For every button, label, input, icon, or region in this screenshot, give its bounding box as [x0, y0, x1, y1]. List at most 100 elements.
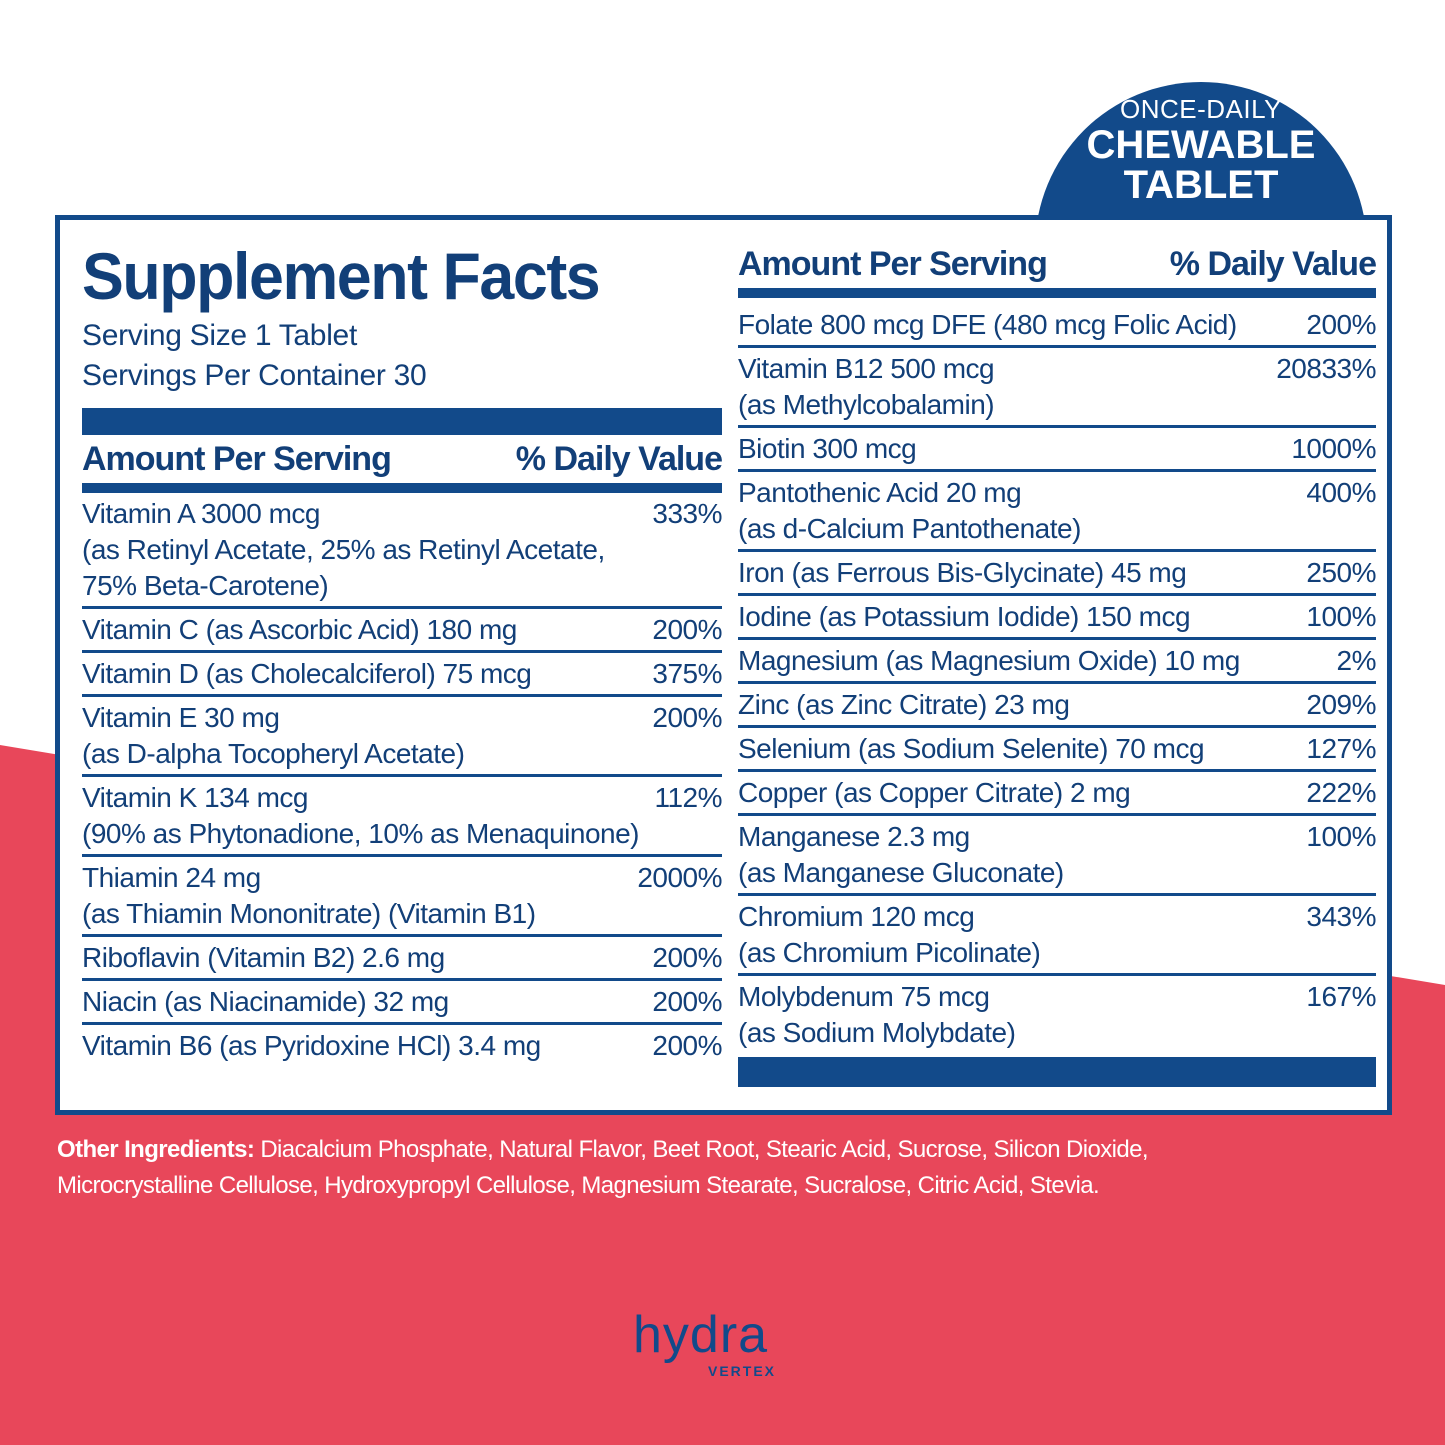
nutrient-row: Vitamin E 30 mg (as D-alpha Tocopheryl Ac…: [82, 697, 722, 777]
daily-value: 2000%: [637, 862, 722, 893]
daily-value: 200%: [652, 614, 722, 645]
nutrient-text: Niacin (as Niacinamide) 32 mg: [82, 984, 449, 1020]
nutrient-line: Vitamin B6 (as Pyridoxine HCl) 3.4 mg: [82, 1030, 541, 1061]
daily-value: 100%: [1306, 821, 1376, 852]
nutrient-line: Iodine (as Potassium Iodide) 150 mcg: [738, 601, 1191, 632]
nutrient-row: Copper (as Copper Citrate) 2 mg 222%: [738, 772, 1376, 816]
nutrient-text: Vitamin A 3000 mcg (as Retinyl Acetate, 2…: [82, 496, 605, 604]
daily-value: 209%: [1306, 689, 1376, 720]
nutrient-text: Molybdenum 75 mcg (as Sodium Molybdate): [738, 979, 1016, 1051]
nutrient-line: Chromium 120 mcg: [738, 901, 975, 932]
daily-value: 200%: [1306, 309, 1376, 340]
nutrient-line: Molybdenum 75 mcg: [738, 981, 990, 1012]
header-amount: Amount Per Serving: [82, 440, 392, 478]
daily-value: 200%: [652, 702, 722, 733]
brand: hydra VERTEX: [633, 1305, 774, 1379]
nutrient-line: (as D-alpha Tocopheryl Acetate): [82, 738, 465, 769]
daily-value: 167%: [1306, 981, 1376, 1012]
nutrient-row: Thiamin 24 mg (as Thiamin Mononitrate) (V…: [82, 857, 722, 937]
nutrient-row: Selenium (as Sodium Selenite) 70 mcg 127%: [738, 728, 1376, 772]
header: Amount Per Serving % Daily Value: [738, 240, 1377, 288]
nutrient-line: Magnesium (as Magnesium Oxide) 10 mg: [738, 645, 1240, 676]
daily-value: 200%: [652, 1030, 722, 1061]
rows: Vitamin A 3000 mcg (as Retinyl Acetate, 2…: [82, 493, 722, 1066]
badge-line: TABLET: [1123, 163, 1279, 207]
nutrient-row: Vitamin K 134 mcg (90% as Phytonadione, 1…: [82, 777, 722, 857]
nutrient-line: Riboflavin (Vitamin B2) 2.6 mg: [82, 942, 445, 973]
daily-value: 250%: [1306, 557, 1376, 588]
daily-value: 333%: [652, 498, 722, 529]
nutrient-line: (90% as Phytonadione, 10% as Menaquinone…: [82, 818, 640, 849]
left-column: Supplement Facts Serving Size 1 Tablet S…: [82, 220, 723, 1066]
nutrient-text: Manganese 2.3 mg (as Manganese Gluconate): [738, 819, 1064, 891]
nutrient-row: Pantothenic Acid 20 mg (as d-Calcium Pant…: [738, 472, 1376, 552]
nutrient-text: Vitamin D (as Cholecalciferol) 75 mcg: [82, 656, 532, 692]
nutrient-text: Biotin 300 mcg: [738, 431, 917, 467]
nutrient-text: Vitamin E 30 mg (as D-alpha Tocopheryl Ac…: [82, 700, 465, 772]
nutrient-line: (as Chromium Picolinate): [738, 937, 1041, 968]
nutrient-text: Riboflavin (Vitamin B2) 2.6 mg: [82, 940, 445, 976]
nutrient-text: Zinc (as Zinc Citrate) 23 mg: [738, 687, 1070, 723]
nutrient-line: Biotin 300 mcg: [738, 433, 917, 464]
rows: Folate 800 mcg DFE (480 mcg Folic Acid) 2…: [738, 304, 1377, 1053]
other-ingredients: Other Ingredients: Diacalcium Phosphate,…: [57, 1132, 1197, 1204]
header-amount: Amount Per Serving: [738, 245, 1048, 283]
title: Supplement Facts: [82, 239, 601, 313]
nutrient-text: Vitamin C (as Ascorbic Acid) 180 mg: [82, 612, 517, 648]
nutrient-line: (as Sodium Molybdate): [738, 1017, 1016, 1048]
daily-value: 375%: [652, 658, 722, 689]
daily-value: 200%: [652, 942, 722, 973]
nutrient-row: Molybdenum 75 mcg (as Sodium Molybdate) 16…: [738, 976, 1376, 1053]
nutrient-text: Chromium 120 mcg (as Chromium Picolinate): [738, 899, 1041, 971]
serving-size: Serving Size 1 Tablet: [82, 319, 357, 352]
daily-value: 222%: [1306, 777, 1376, 808]
nutrient-line: Zinc (as Zinc Citrate) 23 mg: [738, 689, 1070, 720]
nutrient-text: Vitamin B6 (as Pyridoxine HCl) 3.4 mg: [82, 1028, 541, 1064]
nutrient-row: Biotin 300 mcg 1000%: [738, 428, 1376, 472]
nutrient-text: Iodine (as Potassium Iodide) 150 mcg: [738, 599, 1191, 635]
nutrient-line: 75% Beta-Carotene): [82, 570, 329, 601]
nutrient-line: Niacin (as Niacinamide) 32 mg: [82, 986, 449, 1017]
brand-sub: VERTEX: [708, 1363, 777, 1379]
thick-bar: [738, 1057, 1376, 1087]
header-dv: % Daily Value: [515, 440, 723, 478]
daily-value: 100%: [1306, 601, 1376, 632]
thick-bar: [82, 408, 722, 435]
bar: [82, 483, 722, 493]
nutrient-row: Riboflavin (Vitamin B2) 2.6 mg 200%: [82, 937, 722, 981]
right-column: Amount Per Serving % Daily Value Folate 8…: [738, 220, 1377, 1087]
nutrient-text: Folate 800 mcg DFE (480 mcg Folic Acid): [738, 307, 1237, 343]
nutrient-row: Vitamin B6 (as Pyridoxine HCl) 3.4 mg 200…: [82, 1025, 722, 1066]
daily-value: 127%: [1306, 733, 1376, 764]
nutrient-line: Vitamin K 134 mcg: [82, 782, 309, 813]
other-label: Other Ingredients:: [57, 1136, 255, 1163]
nutrient-line: (as d-Calcium Pantothenate): [738, 513, 1081, 544]
servings-per-container: Servings Per Container 30: [82, 359, 427, 392]
nutrient-text: Magnesium (as Magnesium Oxide) 10 mg: [738, 643, 1240, 679]
bar: [738, 288, 1376, 298]
nutrient-line: Thiamin 24 mg: [82, 862, 261, 893]
nutrient-line: Vitamin D (as Cholecalciferol) 75 mcg: [82, 658, 532, 689]
nutrient-line: Vitamin C (as Ascorbic Acid) 180 mg: [82, 614, 517, 645]
nutrient-row: Manganese 2.3 mg (as Manganese Gluconate)…: [738, 816, 1376, 896]
nutrient-text: Pantothenic Acid 20 mg (as d-Calcium Pant…: [738, 475, 1081, 547]
nutrient-line: Manganese 2.3 mg: [738, 821, 970, 852]
nutrient-row: Folate 800 mcg DFE (480 mcg Folic Acid) 2…: [738, 304, 1376, 348]
nutrient-row: Chromium 120 mcg (as Chromium Picolinate)…: [738, 896, 1376, 976]
nutrient-line: (as Retinyl Acetate, 25% as Retinyl Acet…: [82, 534, 605, 565]
nutrient-line: Vitamin A 3000 mcg: [82, 498, 320, 529]
nutrient-text: Thiamin 24 mg (as Thiamin Mononitrate) (V…: [82, 860, 536, 932]
daily-value: 112%: [654, 782, 722, 813]
nutrient-text: Iron (as Ferrous Bis-Glycinate) 45 mg: [738, 555, 1187, 591]
header-dv: % Daily Value: [1169, 245, 1377, 283]
header: Amount Per Serving % Daily Value: [82, 435, 723, 483]
daily-value: 400%: [1306, 477, 1376, 508]
nutrient-line: (as Methylcobalamin): [738, 389, 995, 420]
nutrient-text: Selenium (as Sodium Selenite) 70 mcg: [738, 731, 1205, 767]
daily-value: 20833%: [1276, 353, 1376, 384]
nutrient-row: Zinc (as Zinc Citrate) 23 mg 209%: [738, 684, 1376, 728]
facts-panel: Supplement Facts Serving Size 1 Tablet S…: [55, 215, 1392, 1115]
badge-line: ONCE-DAILY: [1120, 94, 1282, 124]
other-text: Diacalcium Phosphate, Natural Flavor, Be…: [57, 1136, 1149, 1199]
